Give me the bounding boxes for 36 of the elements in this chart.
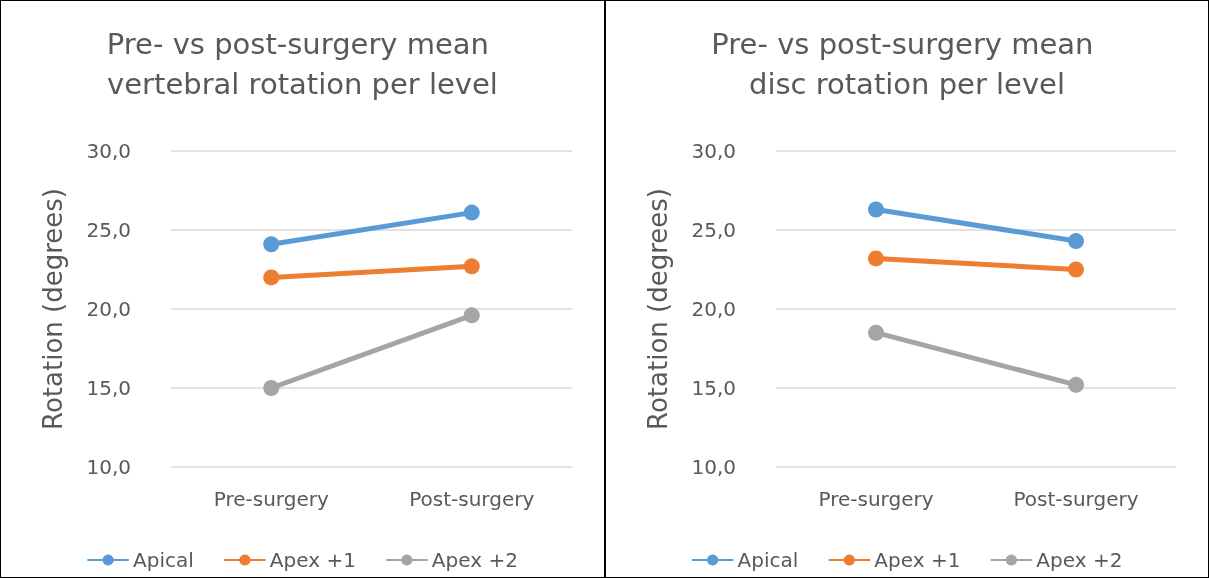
point	[463, 204, 480, 221]
point	[263, 269, 280, 286]
x-tick-label: Post-surgery	[409, 487, 535, 511]
point	[1068, 261, 1084, 278]
point	[1068, 376, 1084, 393]
point	[868, 324, 884, 341]
y-tick-label: 20,0	[691, 297, 736, 321]
x-tick-label: Pre-surgery	[818, 487, 934, 511]
legend-label: Apex +1	[874, 548, 961, 572]
x-tick-label: Pre-surgery	[213, 487, 329, 511]
point	[868, 201, 884, 218]
y-tick-label: 25,0	[691, 218, 736, 242]
y-tick-label: 30,0	[691, 139, 736, 163]
y-tick-label: 15,0	[691, 376, 736, 400]
chart-title: Pre- vs post-surgery mean vertebral rotation per level	[106, 27, 499, 101]
legend-label: Apex +2	[431, 548, 518, 572]
legend-label: Apex +1	[269, 548, 356, 572]
legend-label: Apical	[133, 548, 194, 572]
y-axis-title: Rotation (degrees)	[643, 188, 673, 430]
x-tick-label: Post-surgery	[1013, 487, 1139, 511]
point	[463, 258, 480, 275]
y-tick-label: 20,0	[86, 297, 131, 321]
y-tick-label: 15,0	[86, 376, 131, 400]
y-tick-label: 25,0	[86, 218, 131, 242]
y-tick-label: 10,0	[691, 455, 736, 479]
point	[868, 250, 884, 267]
chart-title: Pre- vs post-surgery mean disc rotation per level	[711, 27, 1103, 101]
point	[263, 236, 280, 253]
y-tick-label: 10,0	[86, 455, 131, 479]
y-tick-label: 30,0	[86, 139, 131, 163]
point	[1068, 233, 1084, 250]
point	[263, 380, 280, 396]
legend-label: Apex +2	[1036, 548, 1123, 572]
y-axis-title: Rotation (degrees)	[38, 188, 68, 430]
point	[463, 307, 480, 324]
legend-label: Apical	[737, 548, 799, 572]
